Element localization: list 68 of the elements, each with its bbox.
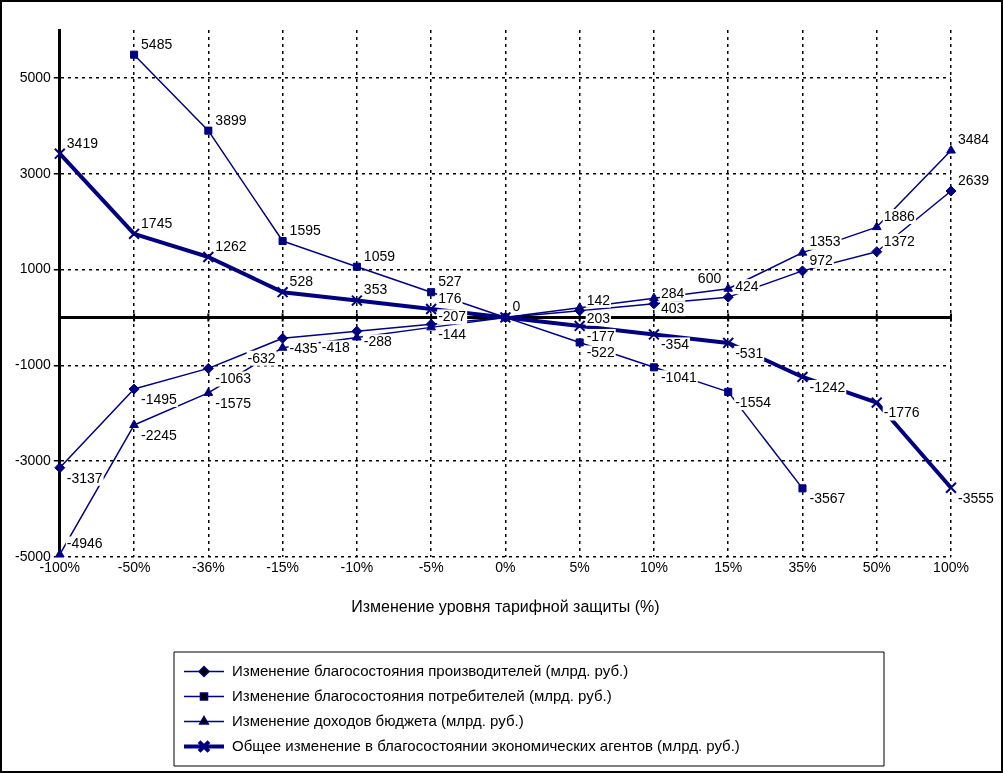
data-label: -435 [289, 340, 318, 357]
x-tick-label: -36% [192, 559, 225, 576]
y-tick-label: -1000 [14, 356, 52, 373]
data-label: 528 [289, 273, 314, 290]
data-label: -522 [586, 344, 615, 361]
data-label: 2639 [958, 171, 990, 188]
data-label: 1372 [883, 232, 916, 249]
x-tick-label: 10% [639, 559, 668, 576]
data-label: -288 [363, 333, 393, 350]
x-tick-label: -15% [266, 559, 299, 576]
data-label: 0 [512, 298, 521, 315]
data-label: 203 [586, 309, 611, 326]
data-label: 176 [438, 289, 462, 306]
x-tick-label: -10% [340, 559, 374, 576]
x-tick-label: 15% [714, 559, 743, 576]
data-label: 1886 [883, 207, 916, 224]
data-label: 284 [660, 284, 685, 301]
data-label: 3899 [215, 111, 247, 128]
data-label: -4946 [66, 535, 103, 552]
data-label: 600 [697, 269, 722, 286]
data-label: 353 [363, 281, 388, 298]
x-tick-label: -50% [117, 559, 151, 576]
data-label: 3484 [958, 131, 990, 148]
data-label: -1554 [735, 393, 772, 410]
legend-label: Изменение доходов бюджета (млрд. руб.) [232, 711, 524, 729]
y-tick-label: 5000 [19, 68, 52, 85]
data-label: -1242 [809, 378, 846, 395]
data-label: -3567 [809, 490, 846, 507]
data-label: 1595 [289, 221, 321, 238]
data-label: 1745 [141, 214, 173, 231]
y-tick-label: 1000 [19, 260, 52, 277]
x-tick-label: 5% [569, 559, 590, 576]
data-label: 1059 [363, 247, 396, 264]
data-label: -207 [438, 308, 467, 325]
data-label: 1262 [215, 237, 247, 254]
data-label: -531 [735, 344, 764, 361]
data-label: -418 [321, 339, 351, 356]
x-tick-label: -5% [418, 559, 444, 576]
legend-label: Изменение благосостояния потребителей (млрд. руб.) [232, 686, 612, 704]
x-tick-label: 0% [495, 559, 516, 576]
x-tick-label: 50% [862, 559, 891, 576]
data-label: -1575 [215, 394, 252, 411]
data-label: -3137 [66, 469, 103, 486]
data-label: -1063 [215, 370, 252, 387]
x-tick-label: 35% [788, 559, 817, 576]
x-axis-title: Изменение уровня тарифной защиты (%) [351, 597, 660, 615]
data-label: -632 [247, 349, 276, 366]
data-label: -177 [586, 327, 615, 344]
data-label: -3555 [958, 489, 995, 506]
legend-label: Изменение благосостояния производителей (млрд. руб.) [232, 661, 629, 679]
data-label: -354 [660, 336, 690, 353]
data-label: 142 [586, 291, 611, 308]
data-label: -1495 [141, 390, 178, 407]
data-label: -144 [438, 326, 467, 343]
data-label: 1353 [809, 233, 841, 250]
data-label: -2245 [141, 426, 178, 443]
x-tick-label: 100% [933, 559, 969, 576]
legend-label: Общее изменение в благосостоянии экономических агентов (млрд. руб.) [232, 736, 740, 754]
y-tick-label: -3000 [14, 452, 52, 469]
data-label: 972 [809, 251, 834, 268]
data-label: 424 [735, 278, 759, 294]
y-tick-label: 3000 [19, 164, 52, 181]
data-label: -1776 [883, 404, 920, 421]
data-label: -1041 [660, 369, 697, 386]
data-label: 403 [660, 300, 685, 317]
data-label: 3419 [66, 134, 99, 151]
data-label: 527 [438, 273, 462, 290]
data-label: 5485 [141, 35, 173, 52]
